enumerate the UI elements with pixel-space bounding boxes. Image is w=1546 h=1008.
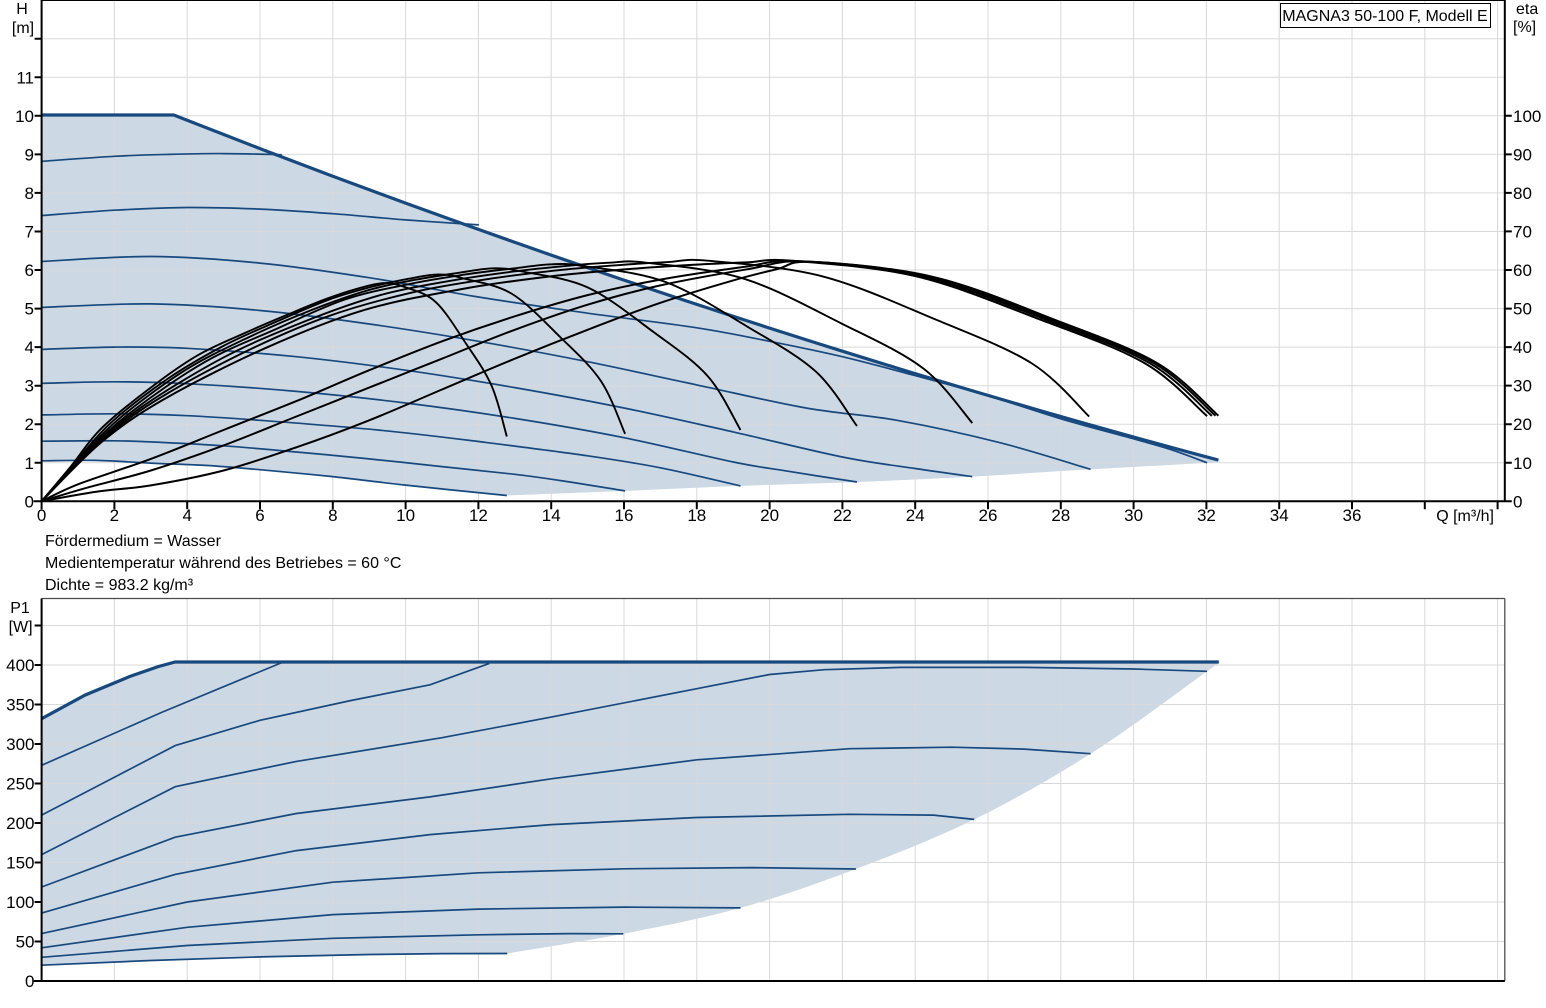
svg-text:90: 90 [1513,145,1532,164]
svg-text:MAGNA3 50-100 F, Modell E: MAGNA3 50-100 F, Modell E [1282,8,1487,25]
svg-text:3: 3 [25,377,34,396]
svg-text:24: 24 [906,506,925,525]
svg-text:2: 2 [110,506,119,525]
svg-text:10: 10 [396,506,415,525]
svg-text:Medientemperatur während des B: Medientemperatur während des Betriebes =… [45,555,401,572]
svg-text:[%]: [%] [1513,19,1536,36]
svg-text:11: 11 [16,68,34,87]
svg-text:250: 250 [6,775,34,794]
svg-text:Dichte = 983.2 kg/m³: Dichte = 983.2 kg/m³ [45,577,194,594]
svg-text:34: 34 [1270,506,1289,525]
svg-text:0: 0 [1513,492,1522,511]
svg-text:36: 36 [1343,506,1362,525]
svg-text:9: 9 [25,145,34,164]
svg-text:5: 5 [25,300,34,319]
svg-text:18: 18 [687,506,706,525]
svg-text:7: 7 [25,222,34,241]
svg-text:8: 8 [328,506,337,525]
svg-text:8: 8 [25,184,34,203]
svg-text:150: 150 [6,854,34,873]
svg-text:300: 300 [6,735,34,754]
svg-text:30: 30 [1513,377,1532,396]
svg-text:200: 200 [6,814,34,833]
svg-text:20: 20 [1513,415,1532,434]
svg-text:eta: eta [1516,1,1538,18]
svg-text:40: 40 [1513,338,1532,357]
svg-text:6: 6 [255,506,264,525]
svg-text:60: 60 [1513,261,1532,280]
svg-text:30: 30 [1124,506,1143,525]
svg-text:100: 100 [1513,107,1541,126]
svg-text:[W]: [W] [9,619,33,636]
svg-text:10: 10 [15,107,34,126]
svg-text:350: 350 [6,696,34,715]
svg-text:10: 10 [1513,454,1532,473]
svg-text:Q [m³/h]: Q [m³/h] [1436,508,1494,525]
svg-text:4: 4 [25,338,34,357]
svg-text:50: 50 [16,933,35,952]
svg-text:100: 100 [6,893,34,912]
svg-text:0: 0 [25,972,34,991]
svg-text:22: 22 [833,506,852,525]
svg-text:H: H [16,1,28,18]
svg-text:28: 28 [1051,506,1070,525]
svg-text:Fördermedium = Wasser: Fördermedium = Wasser [45,533,222,550]
svg-text:0: 0 [25,492,34,511]
svg-text:12: 12 [469,506,488,525]
svg-text:400: 400 [6,656,34,675]
svg-text:70: 70 [1513,222,1532,241]
svg-text:1: 1 [25,454,34,473]
svg-text:2: 2 [25,415,34,434]
svg-text:6: 6 [25,261,34,280]
svg-text:4: 4 [182,506,191,525]
svg-text:32: 32 [1197,506,1216,525]
svg-text:[m]: [m] [12,20,34,37]
svg-text:50: 50 [1513,300,1532,319]
svg-text:80: 80 [1513,184,1532,203]
svg-text:14: 14 [542,506,561,525]
svg-text:P1: P1 [10,600,30,617]
svg-text:16: 16 [615,506,634,525]
svg-text:0: 0 [37,506,46,525]
svg-text:26: 26 [979,506,998,525]
svg-text:20: 20 [760,506,779,525]
